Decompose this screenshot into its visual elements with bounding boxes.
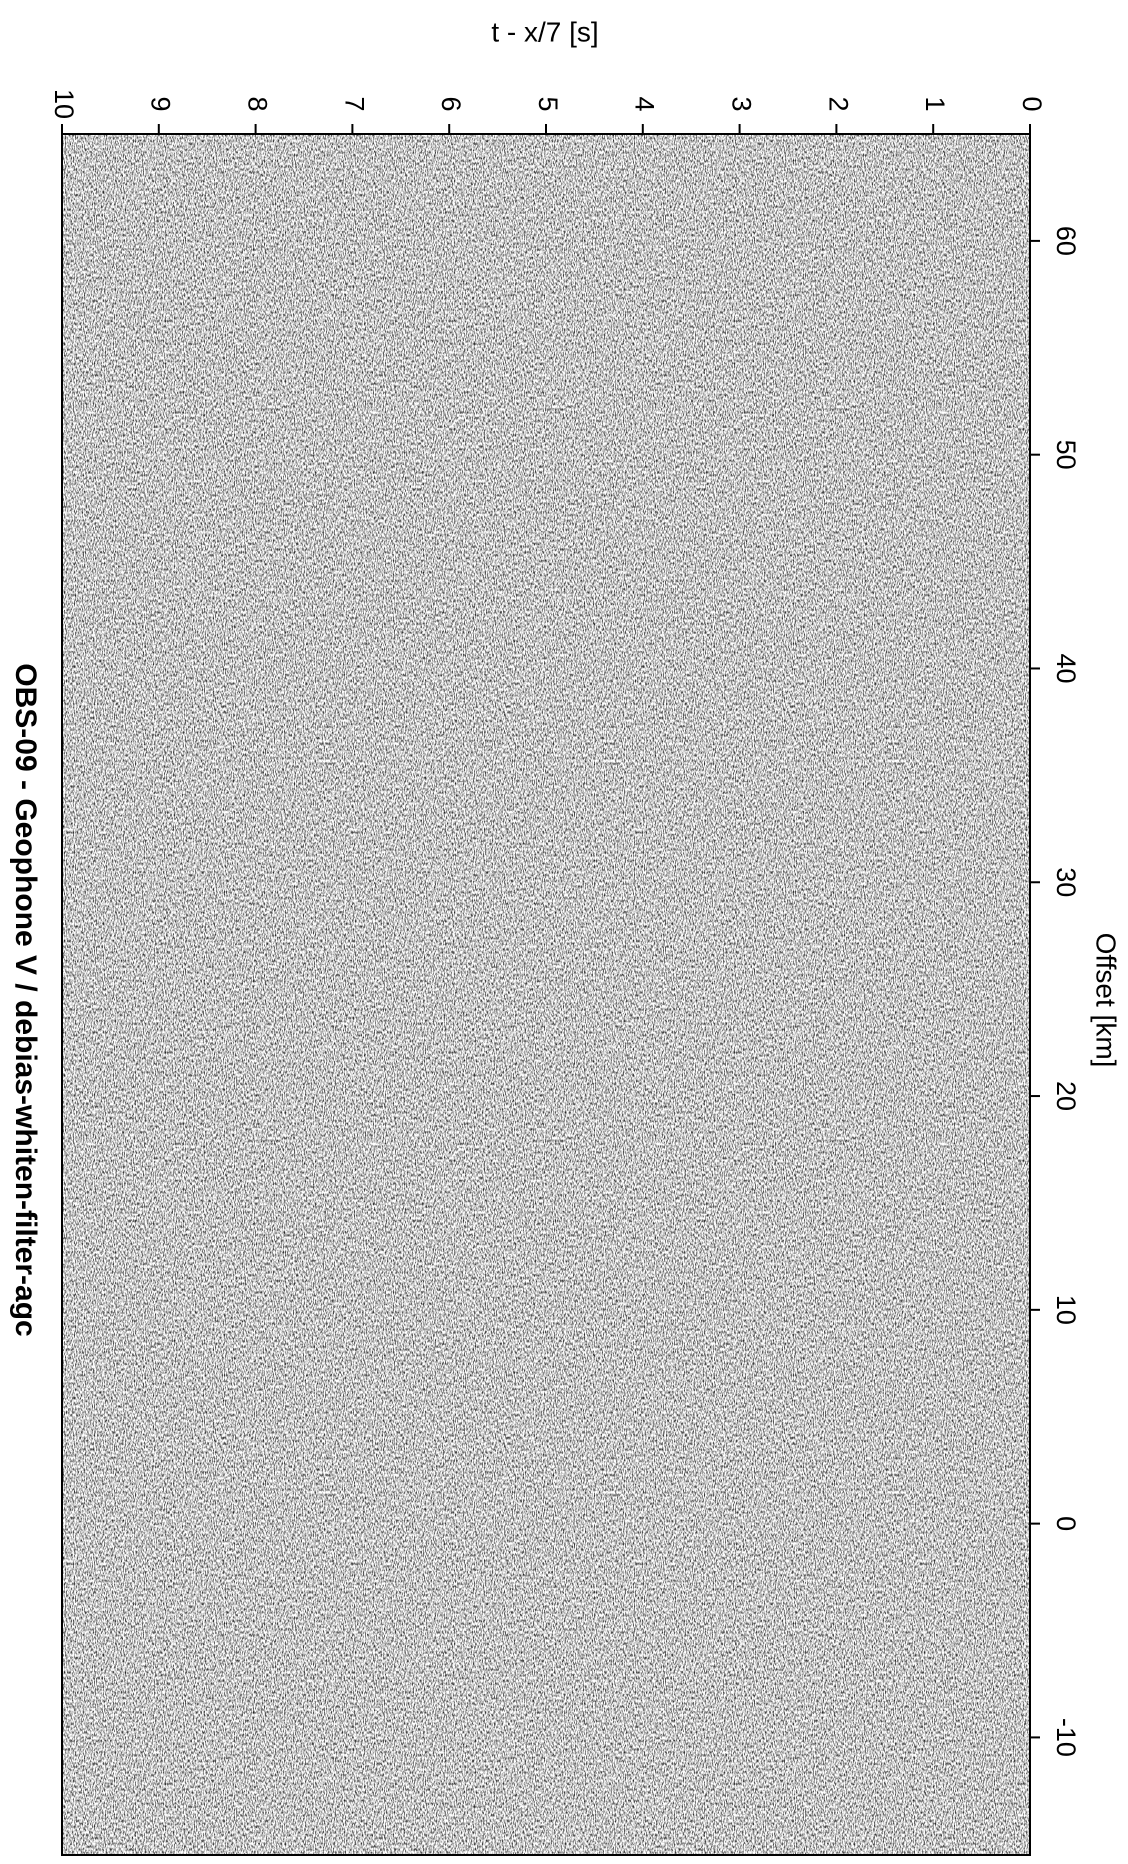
- x-tick-label: 40: [1051, 653, 1081, 683]
- x-tick-label: 10: [1051, 1295, 1081, 1325]
- chart-title: OBS-09 - Geophone V / debias-whiten-filt…: [9, 663, 42, 1336]
- x-tick-label: -10: [1051, 1718, 1081, 1757]
- y-tick-label: 10: [49, 89, 79, 119]
- y-tick-label: 4: [630, 96, 660, 111]
- x-tick-label: 60: [1051, 226, 1081, 256]
- x-tick-label: 0: [1051, 1516, 1081, 1531]
- y-axis-label: t - x/7 [s]: [491, 16, 598, 47]
- y-tick-label: 2: [823, 96, 853, 111]
- y-tick-label: 9: [146, 96, 176, 111]
- y-tick-label: 1: [920, 96, 950, 111]
- y-tick-label: 3: [726, 96, 756, 111]
- y-tick-label: 8: [242, 96, 272, 111]
- x-tick-label: 50: [1051, 440, 1081, 470]
- y-tick-label: 6: [436, 96, 466, 111]
- y-tick-label: 5: [533, 96, 563, 111]
- x-tick-label: 20: [1051, 1081, 1081, 1111]
- x-axis-label: Offset [km]: [1091, 933, 1122, 1068]
- trace-texture: [62, 134, 1030, 1855]
- y-tick-label: 0: [1017, 96, 1047, 111]
- y-tick-label: 7: [339, 96, 369, 111]
- x-tick-label: 30: [1051, 867, 1081, 897]
